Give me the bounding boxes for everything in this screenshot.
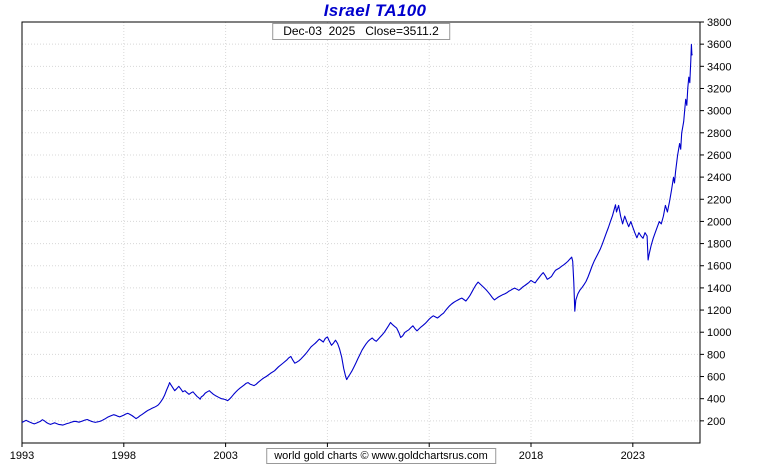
svg-text:1400: 1400 bbox=[707, 283, 731, 295]
svg-text:400: 400 bbox=[707, 394, 725, 406]
svg-text:1600: 1600 bbox=[707, 261, 731, 273]
svg-text:2200: 2200 bbox=[707, 194, 731, 206]
chart-subtitle: Dec-03 2025 Close=3511.2 bbox=[272, 23, 450, 40]
svg-text:2400: 2400 bbox=[707, 172, 731, 184]
svg-text:600: 600 bbox=[707, 372, 725, 384]
svg-text:3800: 3800 bbox=[707, 17, 731, 29]
chart-title: Israel TA100 bbox=[323, 1, 427, 20]
chart-footer: world gold charts © www.goldchartsrus.co… bbox=[266, 448, 496, 464]
svg-text:2018: 2018 bbox=[519, 450, 543, 462]
svg-text:800: 800 bbox=[707, 349, 725, 361]
svg-text:2800: 2800 bbox=[707, 128, 731, 140]
svg-text:2000: 2000 bbox=[707, 216, 731, 228]
svg-text:200: 200 bbox=[707, 416, 725, 428]
svg-text:3000: 3000 bbox=[707, 106, 731, 118]
svg-text:1993: 1993 bbox=[10, 450, 34, 462]
svg-text:3200: 3200 bbox=[707, 83, 731, 95]
svg-text:1998: 1998 bbox=[112, 450, 136, 462]
svg-text:1800: 1800 bbox=[707, 239, 731, 251]
svg-text:3600: 3600 bbox=[707, 39, 731, 51]
svg-text:2003: 2003 bbox=[213, 450, 237, 462]
svg-text:2600: 2600 bbox=[707, 150, 731, 162]
svg-text:3400: 3400 bbox=[707, 61, 731, 73]
svg-text:1000: 1000 bbox=[707, 327, 731, 339]
svg-text:2023: 2023 bbox=[621, 450, 645, 462]
svg-text:1200: 1200 bbox=[707, 305, 731, 317]
